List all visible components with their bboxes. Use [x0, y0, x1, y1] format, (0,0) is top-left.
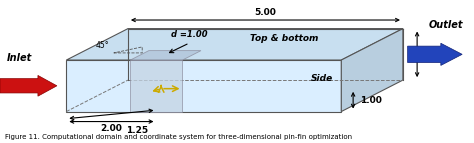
- Polygon shape: [130, 60, 182, 112]
- Polygon shape: [341, 29, 403, 112]
- Text: 5.00: 5.00: [255, 8, 276, 17]
- Text: 1.25: 1.25: [127, 126, 148, 135]
- Text: 2.00: 2.00: [100, 124, 122, 133]
- Text: Side: Side: [311, 74, 333, 83]
- Text: Figure 11. Computational domain and coordinate system for three-dimensional pin-: Figure 11. Computational domain and coor…: [5, 134, 352, 140]
- Text: Top & bottom: Top & bottom: [250, 34, 319, 43]
- Text: 45°: 45°: [95, 41, 109, 50]
- Text: 1.00: 1.00: [360, 96, 382, 105]
- Text: 2.50: 2.50: [424, 50, 446, 59]
- FancyArrow shape: [0, 76, 57, 96]
- Polygon shape: [66, 29, 403, 60]
- Text: Outlet: Outlet: [428, 20, 463, 30]
- Polygon shape: [130, 51, 201, 60]
- Text: d =1.00: d =1.00: [171, 30, 207, 39]
- Polygon shape: [66, 60, 341, 112]
- Text: Inlet: Inlet: [6, 53, 32, 63]
- FancyArrow shape: [408, 43, 462, 65]
